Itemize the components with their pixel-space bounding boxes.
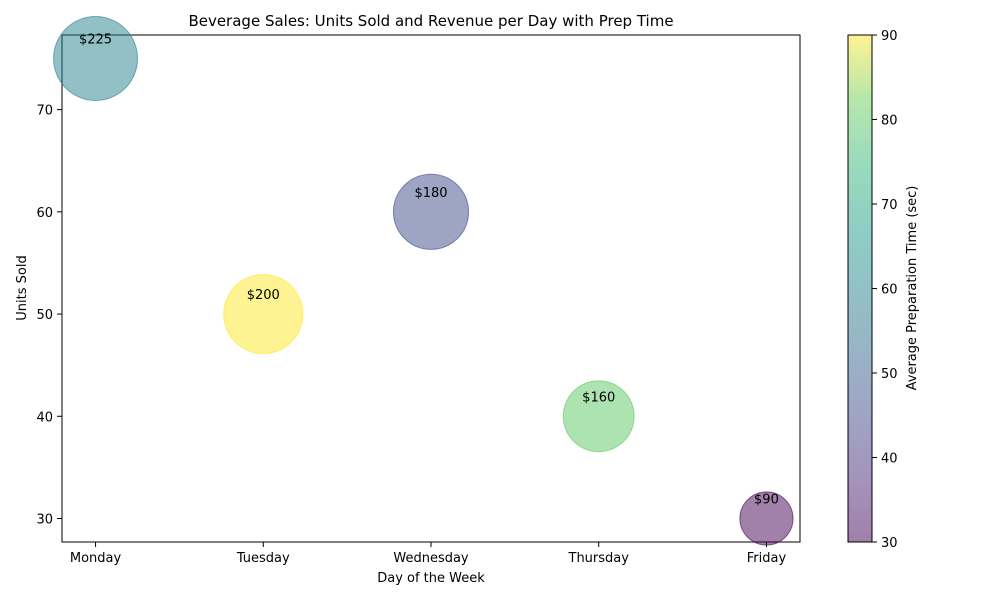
colorbar: 30 40 50 60 70 80 90 Average Preparation Time … <box>847 29 920 551</box>
colorbar-tick-label: 90 <box>881 29 898 44</box>
bubble-point <box>392 173 470 250</box>
revenue-label: $90 <box>754 492 779 507</box>
y-tick-label: 50 <box>36 308 53 323</box>
plot-area-frame <box>61 34 801 543</box>
y-axis-label: Units Sold <box>15 255 30 320</box>
colorbar-gradient <box>848 35 872 542</box>
colorbar-tick-label: 60 <box>881 283 898 298</box>
revenue-labels: $225 $200 $180 $160 $90 <box>79 33 779 508</box>
y-tick-label: 60 <box>36 206 53 221</box>
bubble-series <box>53 16 794 546</box>
colorbar-tick-label: 80 <box>881 114 898 129</box>
x-tick-label: Monday <box>70 551 122 566</box>
x-tick-label: Tuesday <box>236 551 290 566</box>
revenue-label: $200 <box>247 288 280 303</box>
bubble-point <box>562 380 635 453</box>
y-tick-label: 40 <box>36 410 53 425</box>
bubble-point <box>223 273 304 355</box>
revenue-label: $225 <box>79 33 112 48</box>
bubble-point <box>53 16 139 102</box>
x-axis-label: Day of the Week <box>377 571 485 586</box>
chart-title: Beverage Sales: Units Sold and Revenue p… <box>188 12 673 30</box>
bubble-point <box>739 491 794 546</box>
colorbar-label: Average Preparation Time (sec) <box>905 186 920 391</box>
y-tick-label: 30 <box>36 512 53 527</box>
colorbar-tick-label: 70 <box>881 198 898 213</box>
x-tick-label: Thursday <box>568 551 630 566</box>
y-tick-label: 70 <box>36 104 53 119</box>
revenue-label: $180 <box>414 186 447 201</box>
colorbar-tick-label: 30 <box>881 536 898 551</box>
x-tick-label: Wednesday <box>393 551 469 566</box>
y-axis: 30 40 50 60 70 <box>36 104 62 527</box>
revenue-label: $160 <box>582 390 615 405</box>
colorbar-tick-label: 50 <box>881 367 898 382</box>
colorbar-tick-label: 40 <box>881 452 898 467</box>
x-axis: Monday Tuesday Wednesday Thursday Friday <box>70 542 787 566</box>
x-tick-label: Friday <box>747 551 787 566</box>
colorbar-ticks: 30 40 50 60 70 80 90 <box>872 29 898 551</box>
